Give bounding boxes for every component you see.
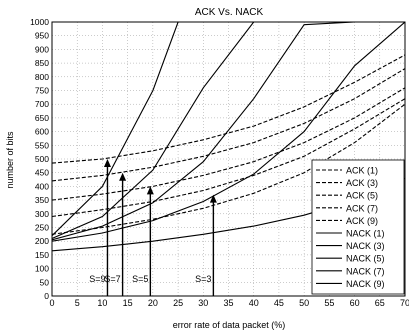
x-tick-label: 15 — [123, 298, 133, 308]
series-line-3 — [52, 87, 405, 201]
x-tick-label: 20 — [148, 298, 158, 308]
y-tick-label: 300 — [35, 209, 49, 219]
y-tick-label: 350 — [35, 195, 49, 205]
x-tick-label: 35 — [223, 298, 233, 308]
legend: ACK (1) ACK (3) ACK (5) ACK (7) ACK (9) NACK … — [311, 159, 405, 295]
legend-entry: NACK (9) — [346, 279, 385, 289]
legend-entry: NACK (1) — [346, 229, 385, 239]
annotation-label: S=5 — [132, 274, 148, 284]
annotation-arrowhead — [103, 159, 111, 167]
y-tick-label: 500 — [35, 154, 49, 164]
series-line-4 — [52, 98, 405, 218]
legend-entry: NACK (7) — [346, 266, 385, 276]
x-tick-label: 45 — [274, 298, 284, 308]
x-tick-label: 25 — [173, 298, 183, 308]
x-tick-label: 0 — [49, 298, 54, 308]
annotation-label: S=3 — [195, 274, 211, 284]
y-tick-label: 950 — [35, 31, 49, 41]
series-line-1 — [52, 54, 405, 164]
legend-entry: NACK (3) — [346, 241, 385, 251]
y-tick-label: 150 — [35, 250, 49, 260]
x-tick-label: 30 — [198, 298, 208, 308]
y-tick-label: 550 — [35, 140, 49, 150]
series-line-7 — [52, 22, 405, 242]
x-tick-label: 10 — [97, 298, 107, 308]
y-tick-label: 750 — [35, 86, 49, 96]
x-tick-label: 50 — [299, 298, 309, 308]
series-line-8 — [52, 22, 355, 241]
y-axis-label: number of bits — [5, 131, 15, 189]
annotations: S=9S=7 S=5 S=3 — [89, 159, 217, 296]
legend-entry: ACK (5) — [346, 191, 378, 201]
legend-entry: ACK (7) — [346, 203, 378, 213]
y-tick-label: 800 — [35, 72, 49, 82]
x-axis-label: error rate of data packet (%) — [173, 320, 286, 330]
y-ticks: 0 50 100 150 200 250 300 350 400 450 500 550 600 650 7… — [30, 17, 49, 301]
x-tick-label: 40 — [249, 298, 259, 308]
annotation-arrowhead — [146, 186, 154, 195]
y-tick-label: 900 — [35, 44, 49, 54]
x-tick-label: 70 — [400, 298, 409, 308]
y-tick-label: 700 — [35, 99, 49, 109]
y-tick-label: 850 — [35, 58, 49, 68]
legend-entry: NACK (5) — [346, 254, 385, 264]
series-lines — [52, 22, 405, 252]
y-tick-label: 200 — [35, 236, 49, 246]
series-line-2 — [52, 68, 405, 182]
y-tick-label: 1000 — [30, 17, 49, 27]
series-line-10 — [52, 22, 204, 237]
plot-frame — [51, 21, 406, 297]
x-tick-label: 5 — [75, 298, 80, 308]
annotation-arrowhead — [209, 194, 217, 203]
annotation-label: S=7 — [104, 274, 120, 284]
x-tick-label: 65 — [375, 298, 385, 308]
y-tick-label: 450 — [35, 168, 49, 178]
y-tick-label: 650 — [35, 113, 49, 123]
y-tick-label: 50 — [40, 277, 50, 287]
annotation-label: S=9 — [89, 274, 105, 284]
x-tick-label: 60 — [350, 298, 360, 308]
chart-title: ACK Vs. NACK — [195, 7, 264, 18]
y-tick-label: 400 — [35, 181, 49, 191]
legend-box — [311, 159, 405, 295]
legend-entry: ACK (3) — [346, 178, 378, 188]
y-tick-label: 250 — [35, 223, 49, 233]
annotation-arrowhead — [119, 172, 127, 181]
x-ticks: 0 5 10 15 20 25 30 35 40 45 50 55 60 65 70 — [49, 298, 409, 308]
y-tick-label: 100 — [35, 264, 49, 274]
y-tick-label: 600 — [35, 127, 49, 137]
y-tick-label: 0 — [44, 291, 49, 301]
legend-entry: ACK (9) — [346, 216, 378, 226]
series-line-5 — [52, 103, 405, 235]
legend-entry: ACK (1) — [346, 166, 378, 176]
x-tick-label: 55 — [324, 298, 334, 308]
series-line-9 — [52, 22, 255, 240]
